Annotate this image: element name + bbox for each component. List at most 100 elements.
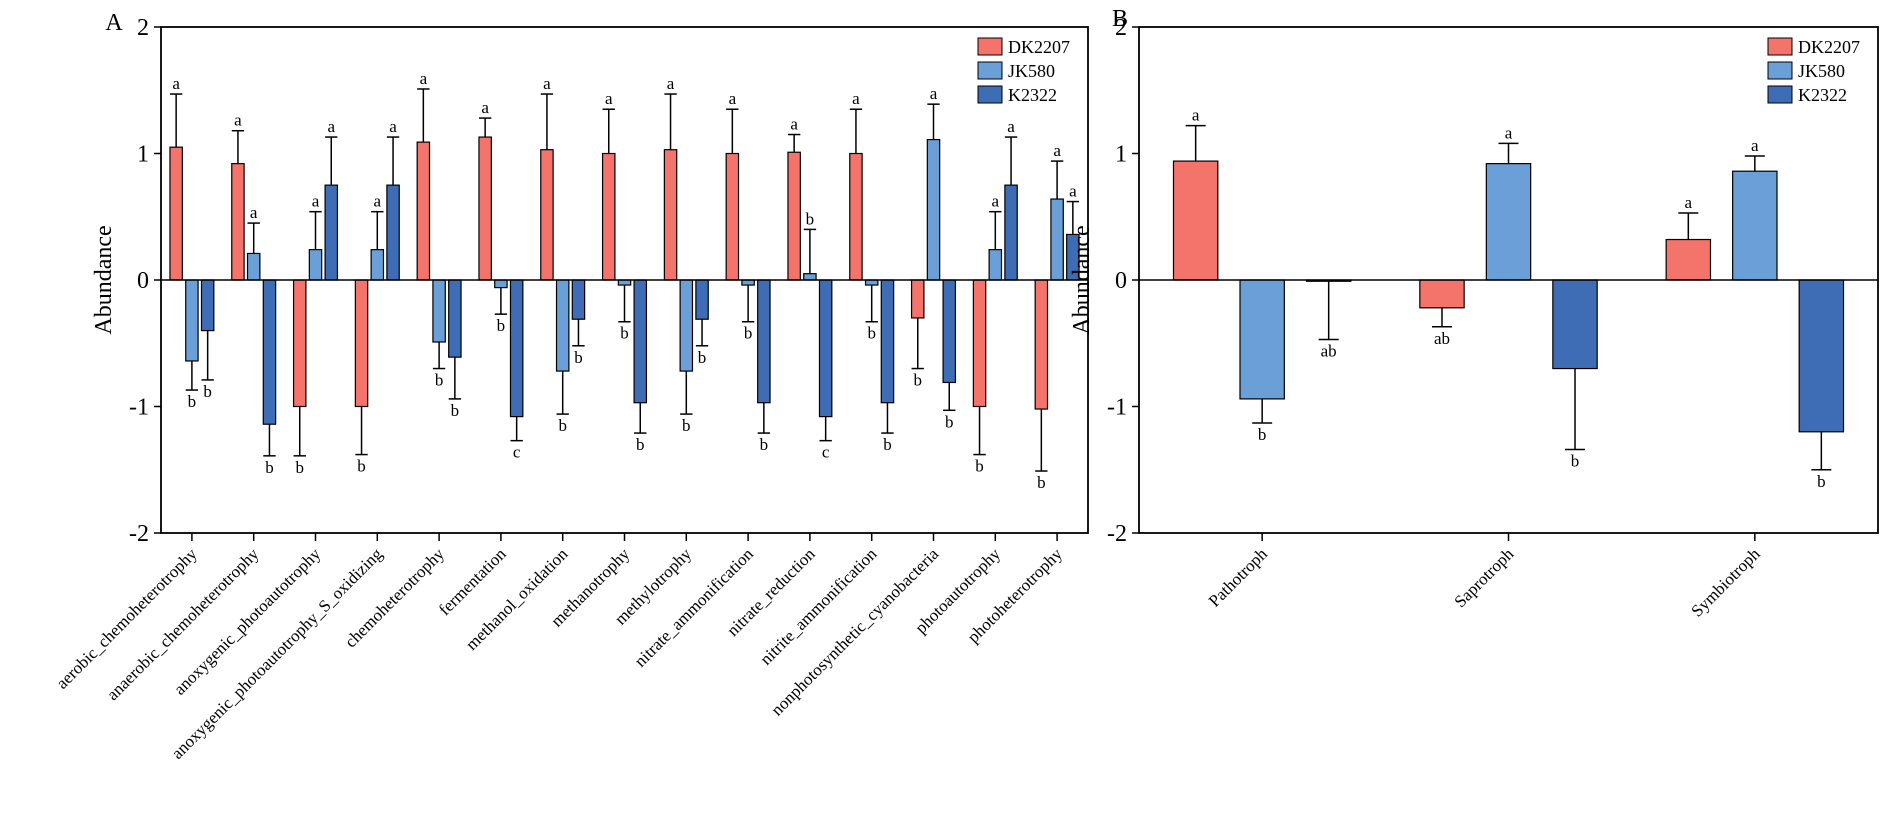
bar [308, 249, 323, 281]
bar [972, 279, 987, 408]
bar [1798, 279, 1845, 433]
significance-letter: b [265, 458, 274, 477]
significance-letter: b [357, 457, 366, 476]
bar [725, 152, 740, 281]
x-tick-label: Pathotroph [1205, 544, 1272, 611]
bar [370, 249, 385, 281]
significance-letter: b [867, 324, 876, 343]
significance-letter: b [497, 316, 506, 335]
bar [741, 279, 755, 286]
significance-letter: a [790, 115, 798, 134]
legend-label: JK580 [1798, 61, 1845, 81]
bar [1050, 198, 1064, 281]
legend-swatch [977, 37, 1003, 56]
x-tick-label: methanol_oxidation [462, 544, 572, 654]
significance-letter: b [1037, 473, 1046, 492]
legend-label: DK2207 [1008, 37, 1070, 57]
bar [478, 136, 492, 281]
significance-letter: b [620, 324, 629, 343]
bar [1732, 170, 1778, 281]
bar [432, 279, 446, 343]
legend-swatch [1767, 61, 1793, 80]
bar [448, 279, 462, 358]
y-tick-label: 1 [137, 142, 149, 168]
significance-letter: a [389, 117, 397, 136]
bar [246, 252, 261, 281]
significance-letter: a [1007, 117, 1015, 136]
significance-letter: a [420, 69, 428, 88]
bar [601, 152, 616, 281]
x-tick-label: nitrate_ammonification [631, 544, 758, 671]
bar [494, 279, 508, 289]
bar [200, 279, 215, 332]
significance-letter: a [1685, 193, 1693, 212]
legend-label: K2322 [1008, 85, 1057, 105]
significance-letter: a [667, 74, 675, 93]
bar [169, 146, 183, 281]
y-axis-title: Abundance [91, 225, 117, 334]
significance-letter: b [760, 435, 769, 454]
panel-label: A [105, 10, 123, 36]
bar [757, 279, 771, 404]
bar [663, 149, 678, 281]
significance-letter: b [1571, 452, 1580, 471]
significance-letter: a [1751, 136, 1759, 155]
significance-letter: b [1817, 472, 1826, 491]
significance-letter: a [605, 89, 613, 108]
significance-letter: a [1053, 141, 1061, 160]
significance-letter: b [203, 382, 212, 401]
significance-letter: b [806, 209, 815, 228]
bar [1665, 238, 1712, 281]
legend-label: DK2207 [1798, 37, 1860, 57]
y-tick-label: 2 [137, 15, 149, 41]
bar [679, 279, 694, 372]
x-tick-label: Symbiotroph [1687, 544, 1764, 621]
bar [926, 138, 941, 281]
bar [864, 279, 879, 286]
bar [1485, 163, 1532, 281]
x-tick-label: Saprotroph [1450, 544, 1517, 611]
significance-letter: a [172, 74, 180, 93]
y-tick-label: -1 [129, 395, 149, 421]
significance-letter: a [234, 111, 242, 130]
significance-letter: a [374, 192, 382, 211]
x-tick-label: nitrite_ammonification [756, 544, 881, 669]
significance-letter: b [682, 416, 691, 435]
y-tick-label: 0 [1115, 268, 1127, 294]
significance-letter: a [1069, 182, 1077, 201]
significance-letter: b [636, 435, 645, 454]
bar [540, 149, 554, 281]
bar [617, 279, 632, 286]
bar [262, 279, 277, 425]
significance-letter: b [744, 324, 753, 343]
significance-letter: a [930, 84, 938, 103]
significance-letter: a [327, 117, 335, 136]
significance-letter: b [574, 348, 583, 367]
significance-letter: b [1258, 425, 1267, 444]
significance-letter: b [451, 401, 460, 420]
bar [787, 151, 801, 281]
significance-letter: a [852, 89, 860, 108]
significance-letter: a [312, 192, 320, 211]
bar [292, 279, 307, 408]
bar [695, 279, 709, 320]
bar [509, 279, 524, 418]
significance-letter: a [1505, 123, 1513, 142]
significance-letter: ab [1434, 329, 1450, 348]
significance-letter: a [481, 98, 489, 117]
legend-swatch [1767, 37, 1793, 56]
y-tick-label: 1 [1115, 142, 1127, 168]
y-axis-title: Abundance [1069, 225, 1095, 334]
bar [1172, 160, 1219, 281]
bar [849, 152, 863, 281]
significance-letter: c [822, 443, 830, 462]
bar [803, 273, 817, 281]
y-tick-label: -2 [129, 521, 149, 547]
legend-swatch [977, 85, 1003, 104]
significance-letter: b [558, 416, 567, 435]
significance-letter: b [883, 435, 892, 454]
bar [1034, 279, 1049, 410]
bar [1552, 279, 1598, 370]
